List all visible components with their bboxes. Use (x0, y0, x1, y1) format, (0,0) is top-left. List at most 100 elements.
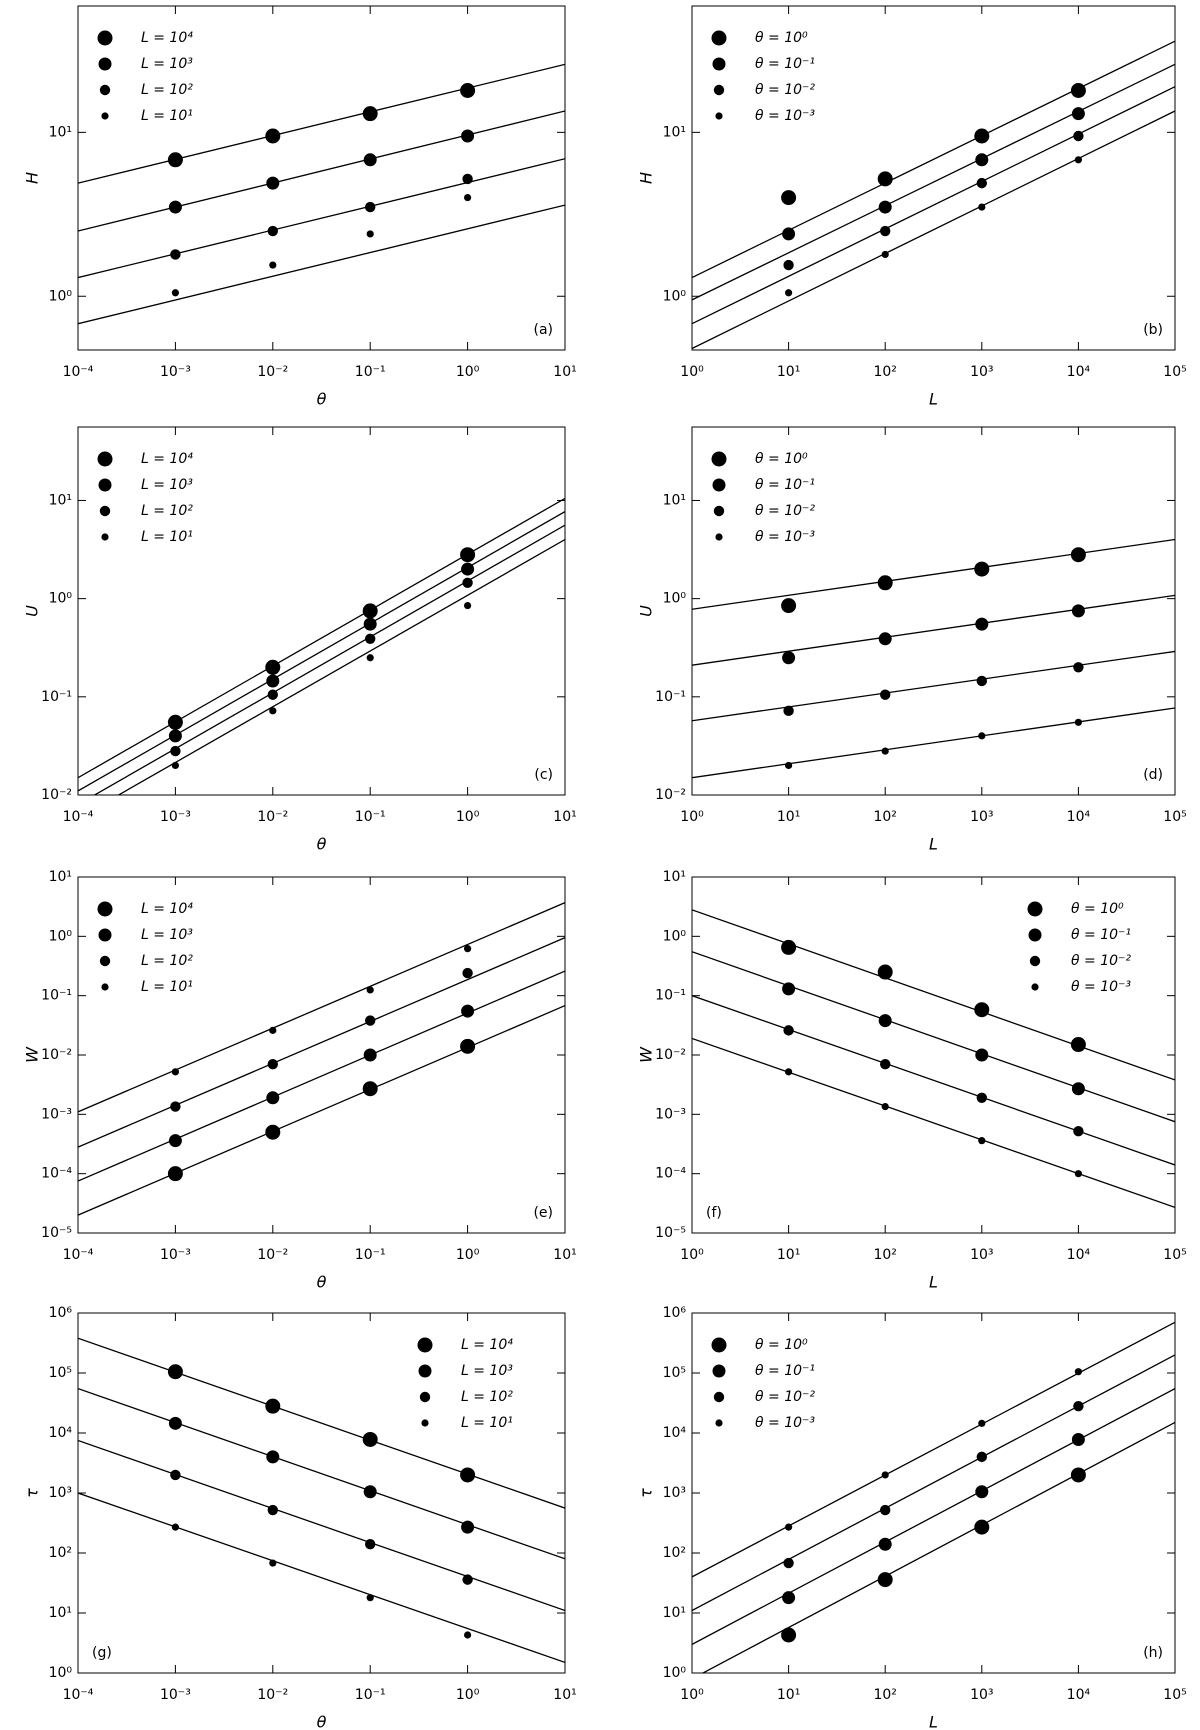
x-tick-label: 10¹ (553, 364, 576, 380)
legend-label: L = 10² (461, 1389, 513, 1405)
point (1073, 1400, 1084, 1412)
fit-line (692, 110, 1175, 350)
point (1074, 718, 1082, 726)
x-tick-label: 10⁴ (1067, 364, 1091, 380)
point (170, 1101, 181, 1112)
legend-marker (715, 1419, 723, 1427)
point (783, 259, 794, 271)
y-tick-label: 10¹ (49, 1605, 72, 1621)
point (265, 1398, 281, 1414)
y-tick-label: 10⁻³ (41, 1106, 72, 1122)
legend-label: L = 10² (141, 953, 193, 969)
legend-label: θ = 10⁰ (755, 30, 808, 46)
point (366, 230, 374, 238)
x-axis-label: θ (317, 1273, 327, 1292)
point (460, 83, 476, 99)
point (266, 1450, 280, 1464)
point (167, 1166, 183, 1182)
point (1073, 130, 1084, 142)
point (1074, 1368, 1082, 1376)
plot-frame (77, 426, 566, 796)
point (267, 1058, 278, 1070)
y-tick-label: 10¹ (663, 124, 686, 140)
y-tick-label: 10⁰ (663, 928, 687, 944)
legend-marker (421, 1419, 429, 1427)
x-tick-label: 10⁰ (456, 809, 480, 825)
legend-label: θ = 10⁻² (755, 82, 815, 98)
x-tick-label: 10⁻² (257, 809, 288, 825)
legend-marker (99, 84, 111, 96)
fit-line (692, 40, 1175, 279)
y-tick-label: 10⁻⁵ (655, 1225, 686, 1241)
y-tick-label: 10⁵ (49, 1365, 72, 1381)
point (877, 1572, 893, 1588)
fit-line (78, 497, 565, 779)
x-tick-label: 10⁰ (680, 809, 704, 825)
point (975, 1485, 989, 1499)
point (267, 225, 278, 237)
y-tick-label: 10⁰ (663, 591, 687, 607)
point (265, 128, 281, 144)
panel-label: (g) (92, 1645, 112, 1661)
fit-line (692, 1388, 1175, 1645)
legend-label: L = 10⁴ (461, 1337, 513, 1353)
point (781, 1627, 797, 1643)
x-tick-label: 10⁻¹ (355, 1247, 386, 1263)
fit-line (78, 110, 565, 232)
x-tick-label: 10³ (970, 809, 993, 825)
legend-label: L = 10⁴ (141, 30, 193, 46)
point (978, 203, 986, 211)
y-tick-label: 10⁰ (49, 928, 73, 944)
point (460, 1467, 476, 1483)
point (881, 250, 889, 259)
fit-line (692, 538, 1175, 610)
point (877, 964, 893, 980)
legend-label: θ = 10⁰ (755, 451, 808, 467)
panel: 10⁻⁴ 10⁻³ 10⁻² 10⁻¹ 10⁰ 10¹ 10⁰ 10¹ 10² 10³ 10⁴ 10⁵… (23, 1305, 577, 1730)
fit-line (78, 63, 565, 184)
panel-label: (e) (533, 1205, 553, 1221)
point (363, 1048, 377, 1062)
point (781, 939, 797, 955)
legend-marker (98, 57, 112, 71)
y-tick-label: 10⁶ (663, 1305, 687, 1321)
point (878, 1014, 892, 1028)
x-tick-label: 10⁰ (680, 1687, 704, 1703)
y-axis-label: H (23, 172, 42, 184)
point (978, 732, 986, 740)
point (363, 1485, 377, 1499)
point (269, 1559, 277, 1567)
x-tick-label: 10⁰ (680, 1247, 704, 1263)
y-tick-label: 10⁰ (49, 1665, 73, 1681)
point (878, 200, 892, 214)
panel-label: (d) (1143, 767, 1163, 783)
panel-label: (c) (534, 767, 553, 783)
x-axis-label: L (929, 1713, 938, 1730)
point (785, 1068, 793, 1076)
fit-line (692, 594, 1175, 666)
point (266, 674, 280, 688)
legend-marker (419, 1391, 431, 1403)
point (363, 617, 377, 631)
x-tick-label: 10⁻³ (160, 364, 191, 380)
legend-label: θ = 10⁻³ (755, 1415, 815, 1431)
x-tick-label: 10⁴ (1067, 809, 1091, 825)
x-tick-label: 10² (873, 1247, 896, 1263)
point (464, 601, 472, 610)
y-tick-label: 10⁻¹ (41, 689, 72, 705)
point (170, 745, 181, 757)
fit-line (692, 1354, 1175, 1612)
y-tick-label: 10⁻⁴ (655, 1166, 686, 1182)
point (1074, 1170, 1082, 1178)
legend-marker (712, 57, 726, 71)
legend-label: θ = 10⁻² (755, 503, 815, 519)
point (168, 200, 182, 214)
y-tick-label: 10¹ (663, 1605, 686, 1621)
point (464, 945, 472, 953)
x-tick-label: 10³ (970, 1247, 993, 1263)
point (878, 1537, 892, 1551)
point (880, 1504, 891, 1516)
point (462, 173, 473, 185)
point (1070, 547, 1086, 563)
